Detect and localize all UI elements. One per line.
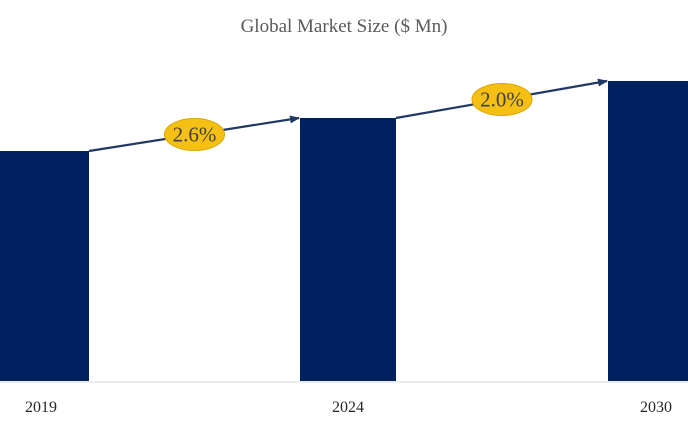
growth-badge-shape — [164, 118, 225, 151]
bars-layer — [0, 81, 688, 381]
growth-badge-label: 2.0% — [480, 88, 524, 112]
growth-badge: 2.0% — [471, 83, 533, 116]
growth-badge-shape — [471, 83, 533, 116]
x-tick-label: 2030 — [640, 399, 672, 416]
growth-badge: 2.6% — [164, 118, 225, 151]
x-tick-labels: 2019 2024 2030 — [25, 399, 672, 416]
growth-badges: 2.6% 2.0% — [164, 83, 533, 151]
bar-2030 — [608, 81, 688, 381]
x-tick-label: 2024 — [332, 399, 364, 416]
bar-2024 — [300, 118, 396, 381]
chart-title: Global Market Size ($ Mn) — [240, 16, 448, 37]
growth-badge-label: 2.6% — [173, 123, 217, 147]
bar-2019 — [0, 151, 89, 381]
x-tick-label: 2019 — [25, 399, 57, 416]
